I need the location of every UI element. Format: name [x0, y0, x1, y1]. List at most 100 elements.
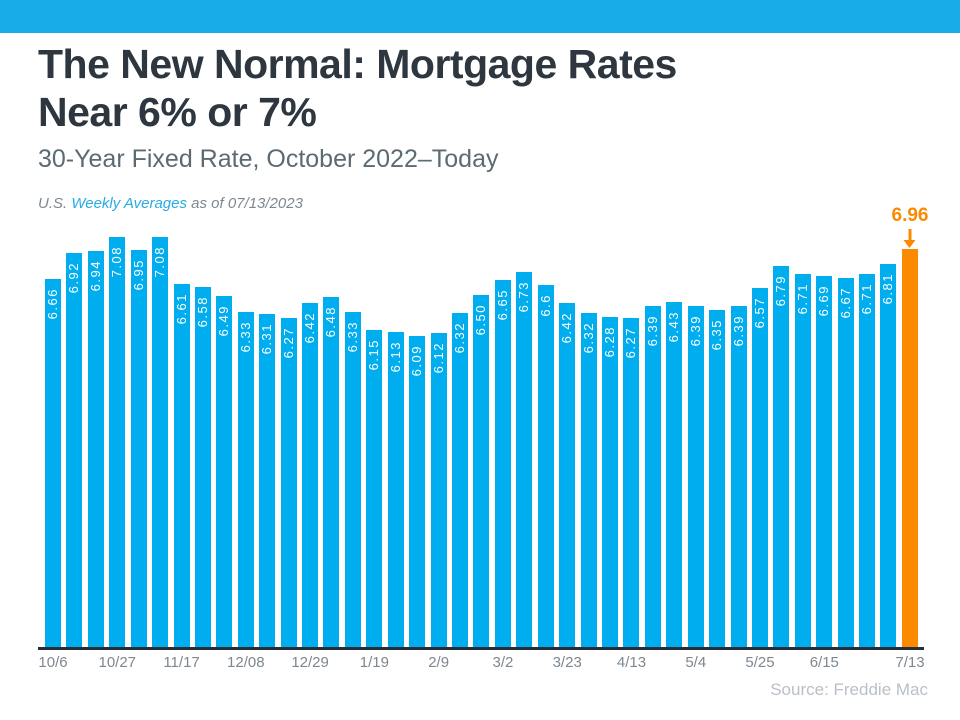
- bar-value-label: 6.39: [730, 315, 746, 347]
- bar-value-label: 6.42: [302, 312, 318, 344]
- x-axis-line: [38, 647, 924, 650]
- bar-value-label: 6.12: [430, 342, 446, 374]
- bar-value-label: 7.08: [152, 246, 168, 278]
- bar: 6.35: [709, 310, 726, 647]
- bar: 6.66: [45, 279, 61, 647]
- bar: 6.33: [344, 312, 361, 647]
- top-accent-bar: [0, 0, 960, 33]
- bar: 6.95: [130, 250, 147, 647]
- page-title-line2: Near 6% or 7%: [38, 89, 317, 135]
- bar-value-label: 6.79: [773, 275, 789, 307]
- bar-value-label: 6.50: [473, 304, 489, 336]
- x-tick-label: 3/2: [492, 654, 514, 671]
- bar-value-label: 6.09: [409, 345, 425, 377]
- page-title-line1: The New Normal: Mortgage Rates: [38, 41, 677, 87]
- bar-value-label: 6.71: [794, 283, 810, 315]
- bar: 6.15: [366, 330, 383, 647]
- x-tick-label: 12/29: [291, 654, 329, 671]
- bar-value-label: 6.57: [751, 297, 767, 329]
- bar-value-label: 6.92: [66, 262, 82, 294]
- bar-value-label: 6.71: [859, 283, 875, 315]
- bar-value-label: 6.15: [366, 339, 382, 371]
- weekly-averages-link[interactable]: Weekly Averages: [71, 195, 187, 212]
- arrow-down-icon: [903, 229, 916, 248]
- bar: 6.92: [66, 253, 83, 647]
- x-tick-label: 11/17: [163, 654, 200, 671]
- bar-value-label: 6.31: [259, 323, 275, 355]
- bar-value-label: 6.69: [816, 285, 832, 317]
- x-tick-label: 3/23: [552, 654, 582, 671]
- bar: 6.58: [194, 287, 211, 647]
- x-tick-label: 5/25: [745, 654, 775, 671]
- bar: 6.71: [794, 274, 811, 647]
- bar: 6.32: [580, 313, 597, 647]
- bar: 6.94: [87, 251, 104, 647]
- bars-container: 6.66 6.92 6.94 7.08 6.95 7.08 6.61 6.58 6.49 6.33…: [45, 235, 918, 647]
- bar: 6.43: [666, 302, 683, 647]
- bar: 6.39: [687, 306, 704, 647]
- x-tick-label: 4/13: [616, 654, 647, 671]
- bar: 6.12: [430, 333, 447, 647]
- bar: 6.79: [773, 266, 790, 647]
- bar: 6.57: [751, 288, 768, 647]
- bar: 6.61: [173, 284, 190, 647]
- bar-value-label: 6.33: [344, 321, 360, 353]
- bar-value-label: 6.94: [87, 260, 103, 292]
- bar-value-label: 6.58: [194, 296, 210, 328]
- bar: 6.71: [859, 274, 876, 647]
- bar-value-label: 6.49: [216, 305, 232, 337]
- bar: 6.67: [837, 278, 854, 647]
- bar-value-label: 6.27: [280, 327, 296, 359]
- bar-value-label: 6.32: [580, 322, 596, 354]
- bar: 6.42: [302, 303, 319, 647]
- bar-value-label: 6.28: [601, 326, 617, 358]
- bar-value-label: 6.33: [237, 321, 253, 353]
- bar: 6.65: [494, 280, 511, 647]
- bar-value-label: 6.73: [516, 281, 532, 313]
- bar-value-label: 6.39: [644, 315, 660, 347]
- bar-value-label: 6.42: [559, 312, 575, 344]
- x-tick-label: 10/27: [98, 654, 137, 671]
- bar-value-label: 6.6: [537, 294, 553, 317]
- x-tick-label: 12/08: [227, 654, 265, 671]
- bar: 6.28: [601, 317, 618, 647]
- x-tick-label: 2/9: [428, 654, 450, 671]
- page-title: The New Normal: Mortgage Rates Near 6% o…: [38, 40, 677, 136]
- bar-value-label: 6.39: [687, 315, 703, 347]
- bar-value-label: 6.35: [709, 319, 725, 351]
- x-tick-label: 1/19: [359, 654, 389, 671]
- source-credit: Source: Freddie Mac: [770, 680, 928, 699]
- bar-value-label: 6.32: [452, 322, 468, 354]
- bar: 6.69: [816, 276, 833, 647]
- bar-value-label: 6.27: [623, 327, 639, 359]
- chart-subtitle: 30-Year Fixed Rate, October 2022–Today: [38, 145, 499, 173]
- bar: 6.39: [644, 306, 661, 647]
- bar: 6.33: [237, 312, 254, 647]
- bar-value-label: 7.08: [109, 246, 125, 278]
- bar: 6.42: [559, 303, 576, 647]
- bar: 6.13: [387, 332, 404, 647]
- x-tick-label: 5/4: [685, 654, 707, 671]
- highlight-callout: 6.96: [891, 205, 929, 248]
- bar: 6.39: [730, 306, 747, 647]
- bar: 6.09: [409, 336, 426, 647]
- highlight-value-label: 6.96: [891, 205, 929, 226]
- bar: 7.08: [109, 237, 126, 647]
- bar: 6.27: [623, 318, 640, 647]
- bar-value-label: 6.67: [837, 287, 853, 319]
- bar: 6.27: [280, 318, 297, 647]
- bar-value-label: 6.66: [45, 288, 60, 320]
- bar-value-label: 6.65: [494, 289, 510, 321]
- bar: 6.50: [473, 295, 490, 647]
- x-tick-label: 10/6: [38, 654, 68, 671]
- bar-value-label: 6.81: [880, 273, 896, 305]
- note-prefix: U.S.: [38, 195, 68, 212]
- data-note: U.S. Weekly Averages as of 07/13/2023: [38, 195, 303, 212]
- bar: 6.73: [516, 272, 533, 647]
- bar: 6.49: [216, 296, 233, 647]
- bar: 7.08: [152, 237, 169, 647]
- bar-value-label: 6.48: [323, 306, 339, 338]
- bar-value-label: 6.95: [130, 259, 146, 291]
